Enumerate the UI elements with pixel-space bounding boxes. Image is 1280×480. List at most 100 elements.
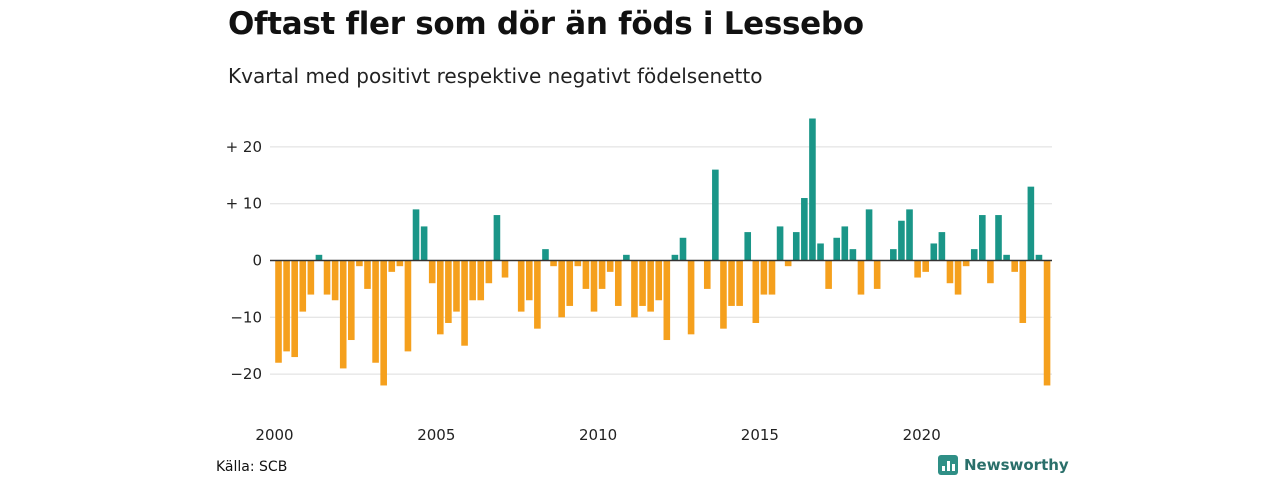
bar	[558, 260, 565, 318]
bar	[331, 260, 339, 301]
bar	[647, 260, 654, 312]
bar	[307, 260, 315, 295]
bar	[954, 260, 962, 295]
x-tick-label: 2010	[579, 426, 617, 444]
bar	[525, 260, 533, 301]
chart-subtitle: Kvartal med positivt respektive negativt…	[228, 64, 763, 88]
bar	[291, 260, 298, 358]
y-axis-ticks: + 20 + 10 0 −10 −20	[226, 138, 262, 383]
bar	[356, 260, 363, 267]
bar	[849, 249, 857, 261]
bar	[339, 260, 347, 369]
bar	[720, 260, 727, 329]
bar	[857, 260, 865, 295]
bar	[817, 243, 824, 261]
bar	[970, 249, 978, 261]
bar	[744, 232, 752, 261]
bar	[388, 260, 396, 272]
bar	[1043, 260, 1051, 386]
bar	[1011, 260, 1018, 272]
bar	[801, 198, 808, 261]
y-tick-label: + 10	[226, 195, 262, 213]
bar	[906, 209, 913, 261]
bar	[930, 243, 938, 261]
bar	[736, 260, 743, 306]
bar	[703, 260, 711, 289]
bar	[623, 254, 630, 261]
bar	[922, 260, 929, 272]
bar	[979, 215, 986, 261]
y-tick-label: −20	[230, 365, 262, 383]
bar	[833, 237, 841, 261]
bar	[493, 215, 501, 261]
bar	[760, 260, 768, 295]
bar	[809, 118, 816, 261]
bar	[606, 260, 614, 272]
bar	[712, 169, 719, 261]
bar	[776, 226, 784, 261]
bar	[428, 260, 436, 284]
bar	[728, 260, 735, 306]
bar	[461, 260, 468, 346]
bar	[445, 260, 452, 323]
bar	[582, 260, 590, 289]
bar	[987, 260, 994, 284]
bar	[946, 260, 954, 284]
bar	[437, 260, 444, 335]
bar	[687, 260, 695, 335]
bar	[420, 226, 428, 261]
bar	[517, 260, 525, 312]
bar	[469, 260, 476, 301]
bar	[283, 260, 290, 352]
bar	[275, 260, 282, 363]
x-axis-ticks: 2000 2005 2010 2015 2020	[255, 426, 940, 444]
bar	[679, 237, 687, 261]
bar	[404, 260, 412, 352]
bar	[614, 260, 622, 306]
bar	[590, 260, 598, 312]
bar	[663, 260, 671, 341]
bar	[501, 260, 509, 278]
bar	[792, 232, 800, 261]
bar	[655, 260, 663, 301]
bar	[639, 260, 646, 306]
brand-name: Newsworthy	[964, 456, 1069, 474]
bar	[348, 260, 355, 341]
bars	[275, 118, 1051, 386]
bar	[784, 260, 792, 267]
x-tick-label: 2020	[903, 426, 941, 444]
y-tick-label: 0	[252, 252, 262, 270]
bar	[380, 260, 387, 386]
bar	[485, 260, 493, 284]
newsworthy-logo-icon	[938, 455, 958, 475]
bar	[938, 232, 946, 261]
bar	[550, 260, 557, 267]
gridlines	[270, 146, 1052, 375]
x-tick-label: 2015	[741, 426, 779, 444]
y-tick-label: −10	[230, 308, 262, 326]
bar	[372, 260, 379, 363]
bar	[995, 215, 1002, 261]
bar	[1035, 254, 1043, 261]
bar	[898, 220, 905, 261]
chart-title: Oftast fler som dör än föds i Lessebo	[228, 6, 864, 42]
bar	[768, 260, 776, 295]
bar	[1003, 254, 1010, 261]
bar	[1027, 186, 1035, 261]
bar	[631, 260, 638, 318]
bar	[825, 260, 832, 289]
bar	[598, 260, 606, 289]
bar	[323, 260, 331, 295]
bar	[315, 254, 323, 261]
bar	[566, 260, 574, 306]
bar	[671, 254, 679, 261]
bar	[1019, 260, 1027, 323]
x-tick-label: 2005	[417, 426, 455, 444]
bar	[841, 226, 849, 261]
bar	[873, 260, 881, 289]
source-note: Källa: SCB	[216, 459, 288, 475]
bar	[752, 260, 760, 323]
bar	[453, 260, 460, 312]
bar	[890, 249, 897, 261]
